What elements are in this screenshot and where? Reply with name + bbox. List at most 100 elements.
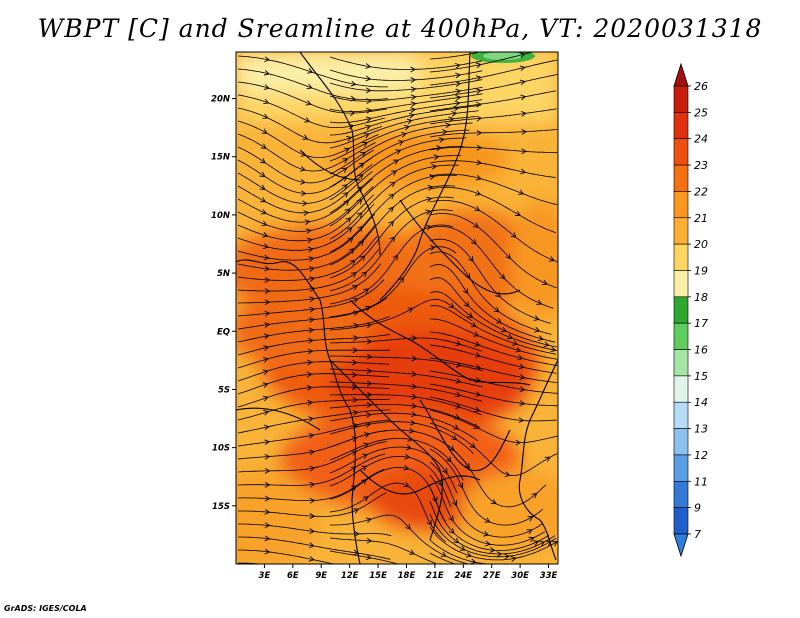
- streamline: [429, 396, 557, 422]
- streamline-arrow: [353, 508, 360, 514]
- streamline-arrow: [411, 383, 418, 390]
- streamline-arrow: [514, 210, 521, 217]
- streamline: [329, 209, 453, 292]
- streamline: [330, 368, 483, 388]
- streamline-arrow: [365, 116, 372, 123]
- streamline: [329, 137, 467, 201]
- streamline-arrow: [489, 547, 496, 553]
- streamline-arrow: [392, 159, 399, 165]
- streamline-arrow: [259, 158, 266, 164]
- streamline-arrow: [347, 237, 354, 243]
- streamline: [429, 173, 558, 206]
- streamline-arrow: [349, 110, 356, 117]
- streamline-arrow: [263, 70, 270, 76]
- colorbar-label: 24: [694, 133, 708, 146]
- streamline-arrow: [361, 142, 368, 148]
- streamline-arrow: [366, 98, 372, 104]
- streamline-arrow: [308, 337, 314, 344]
- streamline-arrow: [263, 243, 270, 250]
- streamline-arrow: [405, 523, 411, 530]
- streamline-arrow: [353, 310, 360, 317]
- lon-tick-label: 9E: [315, 571, 327, 581]
- lon-tick-label: 27E: [483, 571, 501, 581]
- streamline-arrow: [341, 167, 348, 173]
- streamline-arrow: [365, 517, 372, 524]
- colorbar-label: 9: [694, 502, 701, 515]
- streamline-arrow: [398, 276, 405, 283]
- colorbar-label: 21: [694, 212, 708, 225]
- streamline: [429, 383, 558, 407]
- streamline-arrow: [308, 266, 315, 272]
- streamline-arrow: [476, 115, 483, 122]
- streamline: [429, 59, 558, 86]
- lat-tick-label: 20N: [211, 95, 230, 105]
- streamline-arrow: [307, 348, 314, 355]
- streamline-arrow: [475, 391, 482, 397]
- colorbar-swatch: [673, 480, 689, 508]
- streamline-arrow: [357, 225, 363, 232]
- streamline-arrow: [475, 190, 482, 196]
- streamline-arrow: [475, 364, 482, 370]
- streamline-arrow: [264, 535, 271, 542]
- streamline-arrow: [464, 462, 470, 469]
- streamline-arrow: [455, 72, 462, 79]
- streamline: [429, 409, 558, 443]
- lon-tick-label: 12E: [341, 571, 359, 581]
- streamline-arrow: [454, 403, 462, 409]
- streamline: [330, 514, 468, 564]
- streamline: [429, 160, 556, 178]
- streamline-arrow: [411, 355, 418, 362]
- streamline-arrow: [504, 471, 511, 478]
- streamline: [429, 513, 557, 558]
- colorbar-top-arrow: [673, 62, 689, 87]
- streamline-arrow: [453, 424, 460, 430]
- streamline-arrow: [264, 265, 271, 272]
- streamline-arrow: [352, 397, 359, 403]
- streamline-arrow: [352, 347, 359, 354]
- streamline-arrow: [309, 276, 316, 282]
- streamline-arrow: [352, 335, 359, 341]
- streamline: [429, 344, 557, 374]
- streamline: [330, 355, 483, 372]
- streamline-arrow: [348, 248, 355, 254]
- streamline-arrow: [264, 56, 271, 62]
- streamline-arrow: [263, 424, 270, 431]
- streamline-arrow: [433, 154, 440, 161]
- streamline-arrow: [389, 181, 396, 188]
- streamline-arrow: [519, 52, 526, 58]
- streamline-arrow: [405, 444, 412, 451]
- streamline-arrow: [519, 374, 526, 380]
- streamline-arrow: [527, 516, 534, 522]
- streamline-arrow: [356, 198, 363, 205]
- colorbar-label: 20: [694, 238, 708, 251]
- streamline: [429, 238, 551, 324]
- streamline-arrow: [309, 316, 315, 323]
- streamline-arrow: [299, 166, 306, 172]
- streamline-arrow: [352, 409, 359, 416]
- streamline: [329, 129, 470, 188]
- streamline-arrow: [411, 402, 418, 409]
- streamline-arrow: [448, 445, 455, 452]
- streamline-arrow: [457, 482, 464, 489]
- streamline-arrow: [352, 422, 359, 429]
- streamline: [329, 185, 456, 266]
- streamline-arrow: [518, 363, 525, 370]
- streamline-arrow: [410, 419, 416, 426]
- streamline-arrow: [515, 439, 522, 446]
- streamline-arrow: [365, 63, 372, 69]
- streamline-arrow: [408, 549, 415, 555]
- streamline-arrow: [484, 540, 491, 547]
- lon-tick-label: 24E: [454, 571, 472, 581]
- colorbar-swatch: [673, 191, 689, 219]
- streamline-arrow: [526, 529, 533, 535]
- streamline-arrow: [262, 395, 269, 402]
- colorbar-swatch: [673, 401, 689, 429]
- streamline-arrow: [351, 436, 358, 442]
- colorbar-label: 16: [694, 344, 708, 357]
- streamline-arrow: [353, 322, 360, 329]
- streamline-arrow: [302, 134, 309, 140]
- streamline-arrow: [469, 442, 476, 449]
- streamline-arrow: [300, 179, 307, 185]
- lat-tick-label: 10S: [212, 444, 230, 454]
- streamline-arrow: [344, 208, 351, 215]
